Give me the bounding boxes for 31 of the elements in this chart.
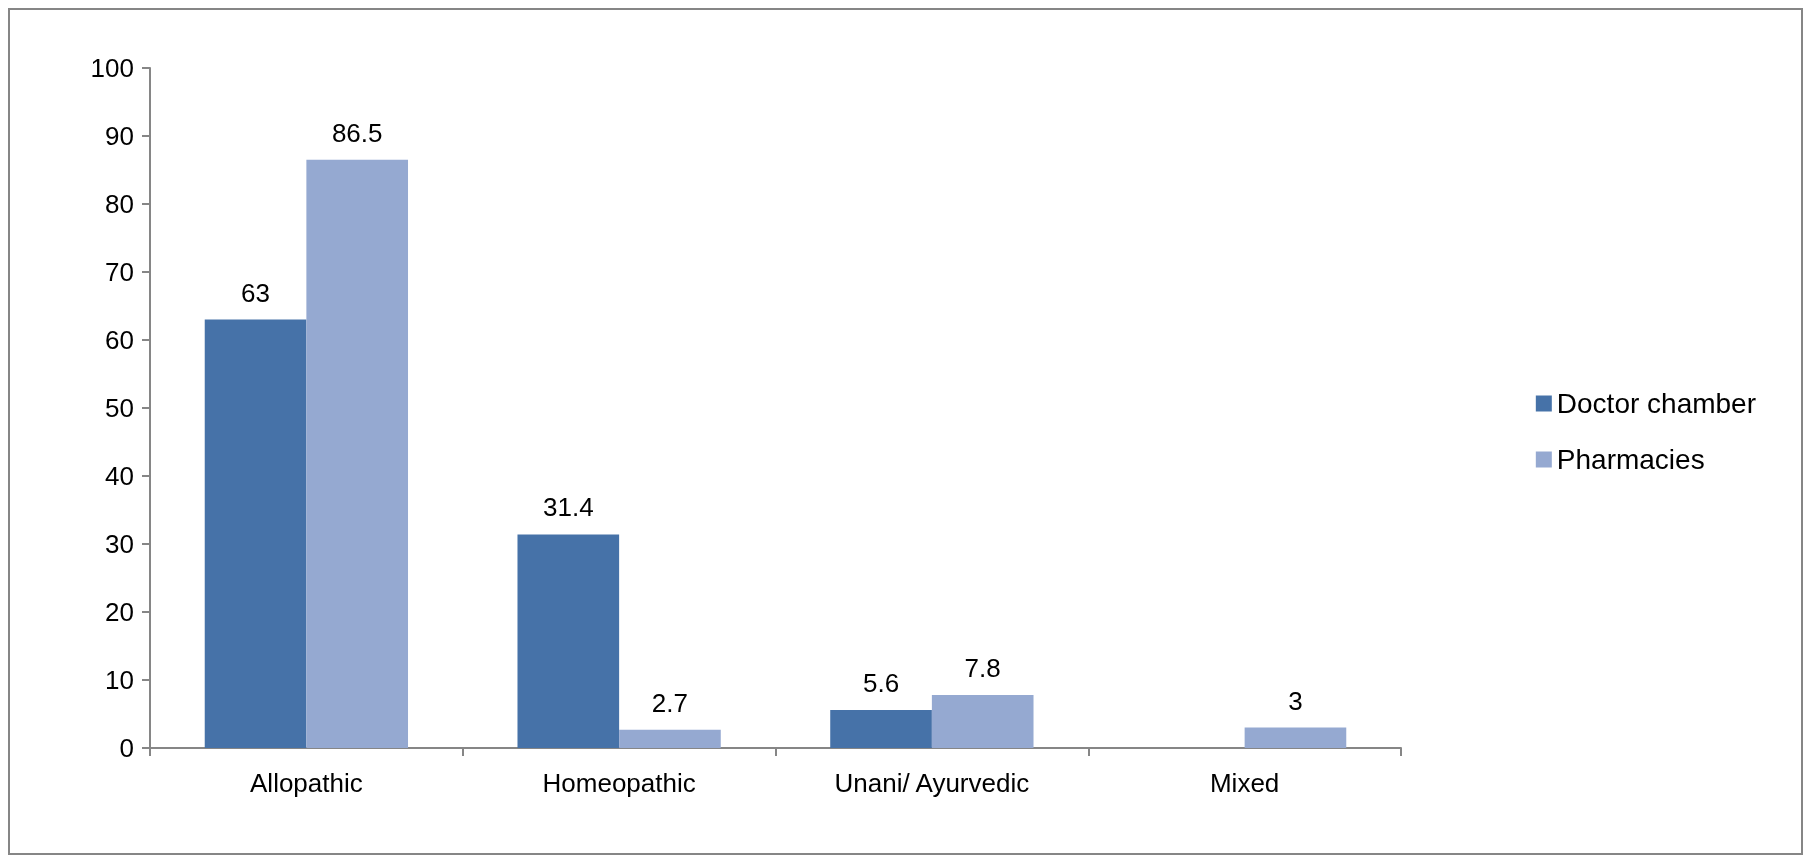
x-tick-label: Allopathic — [250, 768, 363, 798]
y-tick-label: 100 — [90, 53, 134, 83]
y-tick-label: 0 — [119, 733, 134, 763]
x-tick-label: Unani/ Ayurvedic — [834, 768, 1030, 798]
data-label: 3 — [1288, 685, 1303, 716]
y-tick-label: 70 — [105, 257, 134, 287]
bar — [619, 729, 721, 748]
bar — [204, 319, 307, 748]
y-tick-label: 60 — [105, 325, 134, 355]
bar — [931, 694, 1034, 748]
bar — [830, 709, 932, 748]
x-tick-label: Homeopathic — [542, 768, 696, 798]
bar — [1244, 727, 1347, 748]
y-tick-label: 20 — [105, 597, 134, 627]
data-label: 2.7 — [651, 687, 689, 718]
data-label: 7.8 — [964, 652, 1001, 683]
y-tick-label: 80 — [105, 189, 134, 219]
bar — [306, 159, 409, 748]
y-tick-label: 90 — [105, 121, 134, 151]
bar — [517, 534, 620, 748]
y-tick-label: 30 — [105, 529, 134, 559]
legend-label: Pharmacies — [1556, 444, 1705, 475]
legend-label: Doctor chamber — [1556, 388, 1756, 419]
data-label: 86.5 — [331, 117, 383, 148]
y-tick-label: 40 — [105, 461, 134, 491]
data-label: 31.4 — [543, 492, 594, 523]
y-tick-label: 50 — [105, 393, 134, 423]
x-tick-label: Mixed — [1209, 768, 1280, 798]
y-tick-label: 10 — [105, 665, 134, 695]
data-label: 5.6 — [862, 667, 900, 698]
data-label: 63 — [241, 277, 271, 308]
